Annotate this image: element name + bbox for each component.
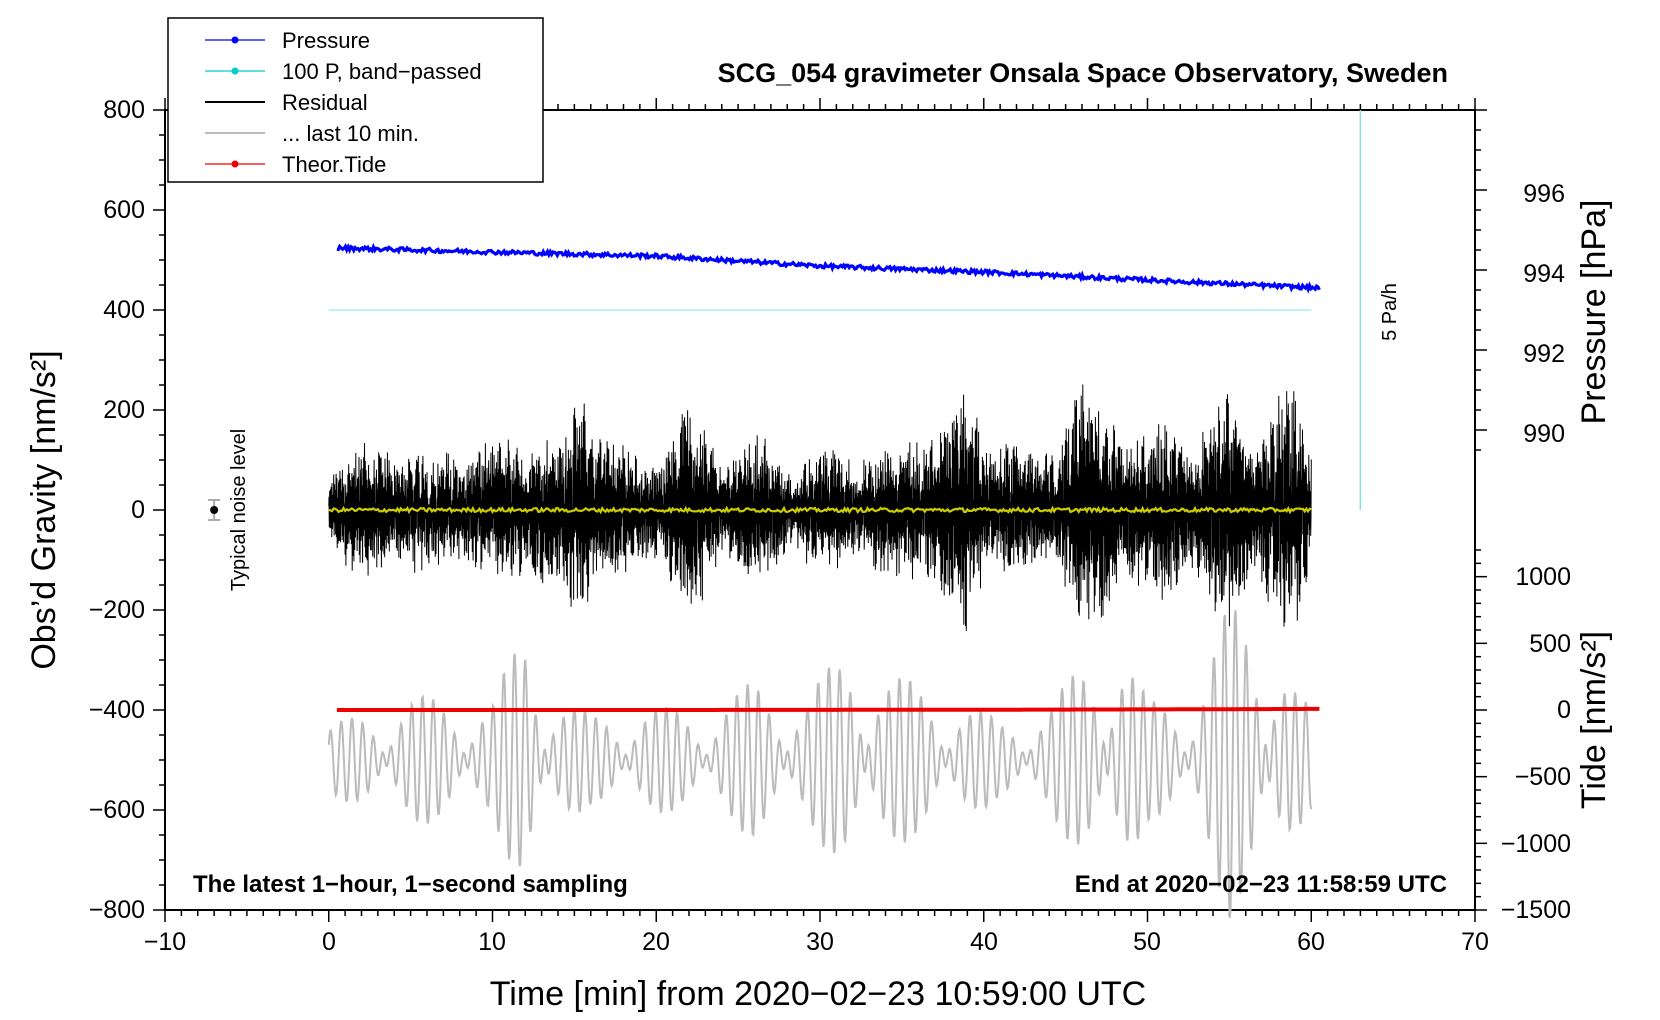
legend-bandpassed-marker (231, 67, 239, 75)
legend-box (167, 17, 544, 183)
x-tick-label: 60 (1297, 928, 1325, 956)
x-tick-labels: −10 0 10 20 30 40 50 60 70 (144, 928, 1489, 956)
legend-residual-label: Residual (282, 90, 368, 115)
y-tick-label: 600 (103, 196, 145, 224)
pressure-tick-label: 996 (1523, 180, 1565, 208)
pressure-tick-label: 992 (1523, 340, 1565, 368)
y-tick-label: 800 (103, 96, 145, 124)
noise-level-point (210, 506, 219, 514)
legend-pressure-marker (231, 36, 239, 44)
pressure-axis-label: Pressure [hPa] (1575, 200, 1613, 425)
x-tick-label: 30 (806, 928, 834, 956)
y-tick-label: −600 (89, 796, 145, 824)
tide-tick-label: −1000 (1501, 830, 1571, 858)
y-tick-label: 400 (103, 296, 145, 324)
x-tick-label: 70 (1461, 928, 1489, 956)
tide-axis-label: Tide [nm/s²] (1575, 631, 1613, 809)
noise-level-label: Typical noise level (228, 429, 250, 591)
y-tick-label: −400 (89, 696, 145, 724)
series-pressure (336, 242, 1321, 294)
x-axis-label: Time [min] from 2020−02−23 10:59:00 UTC (490, 975, 1146, 1013)
pressure-rate-label: 5 Pa/h (1379, 283, 1401, 341)
x-tick-label: 40 (970, 928, 998, 956)
x-tick-label: −10 (144, 928, 186, 956)
x-tick-label: 50 (1133, 928, 1161, 956)
tide-tick-label: 500 (1529, 630, 1571, 658)
series-smoothed-residual (328, 505, 1312, 515)
pressure-tick-label: 994 (1523, 260, 1565, 288)
legend-bandpassed-label: 100 P, band−passed (282, 59, 482, 84)
tide-tick-label: −1500 (1501, 896, 1571, 924)
legend-tide-marker (231, 160, 239, 168)
legend: Pressure 100 P, band−passed Residual ...… (167, 17, 544, 183)
pressure-tick-label: 990 (1523, 420, 1565, 448)
y-axis-label: Obs’d Gravity [nm/s²] (25, 350, 63, 669)
legend-tide-label: Theor.Tide (282, 152, 386, 177)
tide-tick-label: −500 (1515, 763, 1571, 791)
tide-tick-label: 0 (1557, 696, 1571, 724)
sampling-note: The latest 1−hour, 1−second sampling (193, 871, 628, 898)
series-residual (328, 384, 1312, 631)
series-theor-tide (336, 706, 1320, 712)
pressure-tick-labels: 990 992 994 996 (1523, 180, 1565, 448)
series-layer (208, 110, 1362, 918)
x-tick-label: 10 (478, 928, 506, 956)
chart-title: SCG_054 gravimeter Onsala Space Observat… (718, 58, 1448, 88)
y-tick-label: −800 (89, 896, 145, 924)
legend-pressure-label: Pressure (282, 28, 370, 53)
tide-tick-labels: −1500 −1000 −500 0 500 1000 (1501, 563, 1571, 924)
end-time-note: End at 2020−02−23 11:58:59 UTC (1075, 871, 1447, 898)
x-tick-label: 20 (642, 928, 670, 956)
x-tick-label: 0 (322, 928, 336, 956)
y-tick-label: 0 (131, 496, 145, 524)
tide-tick-label: 1000 (1515, 563, 1571, 591)
legend-last10-label: ... last 10 min. (282, 121, 419, 146)
y-tick-labels: −800 −600 −400 −200 0 200 400 600 800 (89, 96, 145, 924)
y-tick-label: −200 (89, 596, 145, 624)
y-tick-label: 200 (103, 396, 145, 424)
